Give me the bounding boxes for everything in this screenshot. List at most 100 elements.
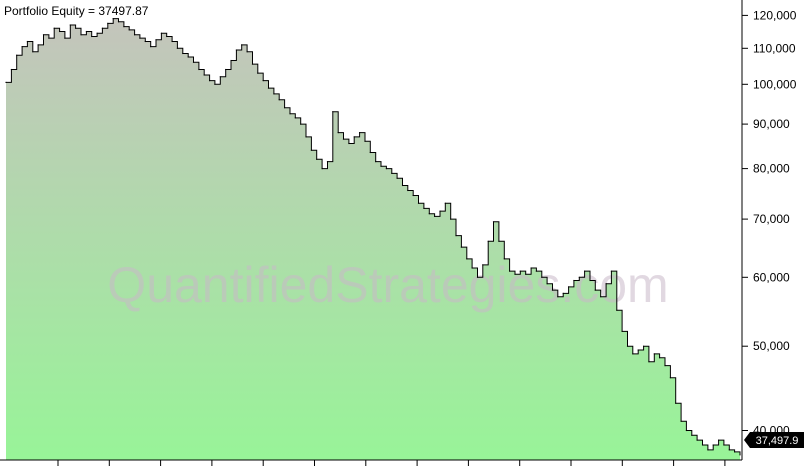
equity-point: [664, 365, 666, 367]
equity-point: [359, 132, 361, 134]
equity-point: [278, 99, 280, 101]
equity-point: [391, 172, 393, 174]
equity-point: [712, 444, 714, 446]
equity-point: [160, 32, 162, 34]
equity-point: [337, 132, 339, 134]
equity-point: [96, 32, 98, 34]
equity-point: [385, 168, 387, 170]
y-tick-label: 80,000: [753, 162, 790, 176]
equity-point: [112, 18, 114, 20]
equity-point: [589, 279, 591, 282]
equity-point: [257, 72, 259, 74]
equity-point: [621, 330, 623, 332]
equity-point: [117, 21, 120, 23]
x-axis-ticks: [57, 460, 726, 466]
y-tick-label: 100,000: [753, 77, 797, 91]
equity-point: [434, 215, 436, 217]
equity-point: [342, 138, 345, 140]
equity-point: [144, 40, 146, 43]
equity-point: [289, 113, 291, 115]
equity-point: [466, 258, 468, 260]
equity-point: [166, 35, 168, 38]
equity-point: [396, 177, 398, 179]
y-axis-ticks: 40,00050,00060,00070,00080,00090,000100,…: [742, 8, 797, 438]
equity-point: [482, 264, 484, 266]
equity-point: [557, 296, 559, 298]
equity-point: [267, 87, 270, 89]
y-tick-label: 90,000: [753, 117, 790, 131]
equity-point: [75, 27, 77, 29]
equity-point: [332, 111, 334, 113]
equity-point: [568, 286, 570, 288]
equity-point: [326, 161, 329, 163]
equity-point: [551, 289, 554, 291]
equity-point: [230, 59, 232, 62]
equity-point: [321, 168, 323, 170]
equity-point: [348, 142, 350, 145]
equity-point: [509, 270, 511, 272]
equity-point: [616, 309, 618, 311]
equity-point: [26, 40, 28, 43]
equity-point: [251, 63, 254, 65]
equity-point: [653, 353, 655, 355]
equity-point: [541, 276, 543, 278]
equity-point: [626, 345, 629, 347]
chart-title: Portfolio Equity = 37497.87: [4, 4, 149, 18]
equity-point: [123, 26, 125, 28]
y-tick-label: 120,000: [753, 8, 797, 22]
equity-point: [562, 292, 564, 294]
equity-point: [573, 279, 575, 282]
equity-point: [80, 34, 82, 36]
equity-point: [471, 267, 473, 269]
last-value-label: 37,497.9: [756, 435, 799, 447]
equity-point: [134, 34, 136, 36]
equity-points: [5, 18, 741, 456]
equity-point: [476, 276, 479, 278]
equity-point: [423, 207, 425, 209]
equity-point: [444, 202, 446, 204]
equity-point: [294, 117, 296, 119]
equity-point: [32, 51, 34, 53]
equity-point: [417, 202, 420, 204]
equity-point: [535, 270, 538, 272]
equity-point: [600, 296, 602, 298]
equity-point: [225, 68, 227, 71]
equity-point: [235, 49, 237, 51]
equity-point: [48, 37, 50, 39]
equity-point: [305, 136, 307, 138]
equity-point: [91, 35, 93, 38]
equity-point: [739, 454, 741, 456]
equity-point: [519, 270, 521, 272]
equity-point: [659, 357, 661, 359]
equity-point: [139, 37, 141, 39]
equity-point: [85, 30, 87, 33]
equity-point: [460, 246, 462, 248]
equity-point: [198, 68, 200, 71]
equity-point: [219, 76, 221, 78]
equity-point: [450, 218, 452, 220]
equity-point: [10, 68, 12, 71]
equity-point: [530, 267, 532, 269]
equity-point: [525, 273, 527, 275]
equity-point: [107, 22, 109, 24]
last-value-marker: 37,497.9: [744, 432, 804, 448]
equity-point: [643, 345, 645, 347]
equity-point: [407, 189, 409, 192]
equity-point: [42, 34, 45, 36]
equity-point: [155, 39, 157, 41]
equity-point: [364, 140, 366, 142]
equity-point: [594, 289, 596, 291]
equity-point: [691, 434, 693, 436]
equity-point: [262, 80, 264, 82]
equity-point: [503, 258, 505, 260]
equity-point: [16, 54, 18, 56]
equity-point: [675, 402, 677, 404]
equity-point: [632, 353, 634, 355]
equity-point: [701, 444, 704, 446]
equity-point: [401, 184, 404, 187]
equity-point: [492, 221, 495, 223]
equity-point: [5, 81, 7, 83]
equity-point: [680, 420, 682, 422]
equity-point: [69, 24, 71, 26]
